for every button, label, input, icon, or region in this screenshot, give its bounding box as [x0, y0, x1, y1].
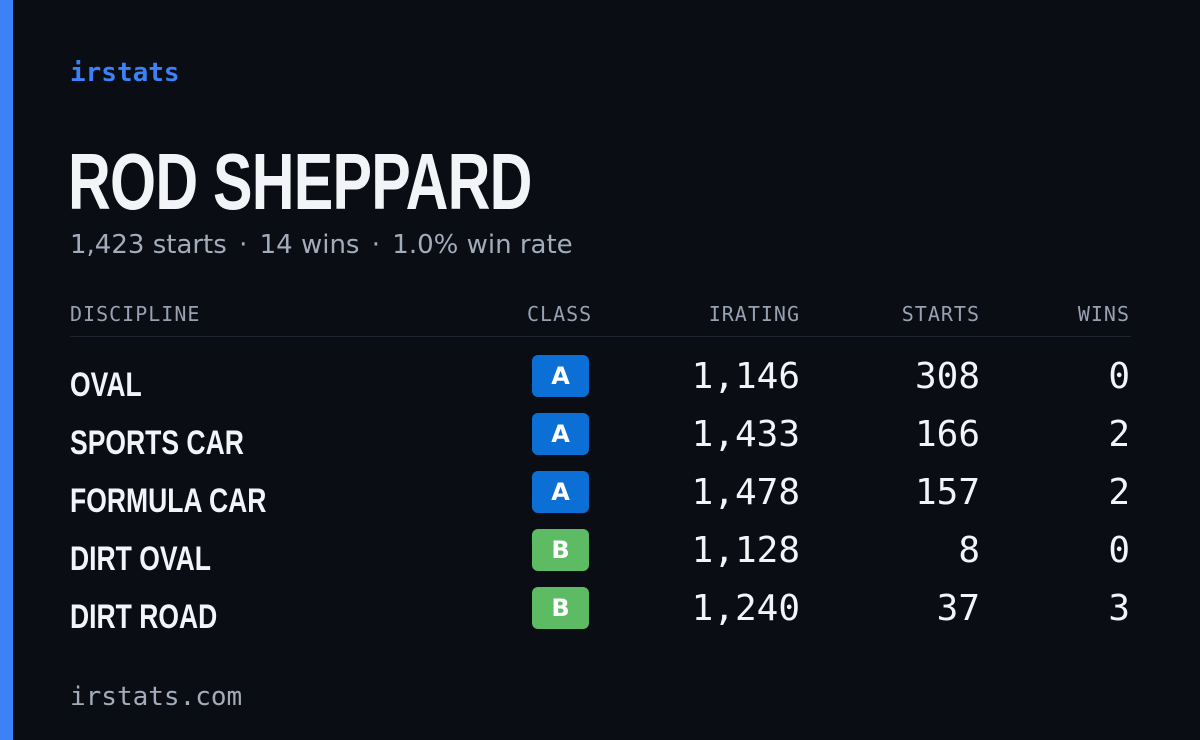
discipline-name: FORMULA CAR — [70, 482, 267, 520]
class-badge: A — [532, 355, 589, 397]
irating-value: 1,146 — [691, 356, 800, 397]
starts-value: 37 — [936, 588, 980, 629]
starts-value: 8 — [958, 530, 980, 571]
wins-value: 0 — [1108, 530, 1130, 571]
column-header-class: CLASS — [527, 302, 593, 326]
driver-name: ROD SHEPPARD — [68, 137, 532, 226]
brand-label: irstats — [70, 58, 180, 88]
table-row: DIRT ROAD B 1,240 37 3 — [70, 585, 1131, 643]
table-header: DISCIPLINE CLASS IRATING STARTS WINS — [70, 296, 1131, 337]
wins-value: 3 — [1108, 588, 1130, 629]
column-header-discipline: DISCIPLINE — [70, 302, 201, 326]
column-header-irating: IRATING — [708, 302, 800, 326]
column-header-wins: WINS — [1077, 302, 1130, 326]
discipline-table: DISCIPLINE CLASS IRATING STARTS WINS OVA… — [70, 296, 1131, 636]
wins-value: 2 — [1108, 414, 1130, 455]
table-row: FORMULA CAR A 1,478 157 2 — [70, 469, 1131, 527]
class-badge: B — [532, 587, 589, 629]
summary-separator: · — [239, 230, 248, 260]
wins-value: 2 — [1108, 472, 1130, 513]
table-row: OVAL A 1,146 308 0 — [70, 353, 1131, 411]
column-header-starts: STARTS — [901, 302, 980, 326]
table-body: OVAL A 1,146 308 0 SPORTS CAR A 1,433 16… — [70, 353, 1131, 643]
discipline-name: OVAL — [70, 366, 142, 404]
table-row: DIRT OVAL B 1,128 8 0 — [70, 527, 1131, 585]
summary-starts: 1,423 starts — [70, 230, 227, 260]
class-badge: A — [532, 471, 589, 513]
discipline-name: DIRT ROAD — [70, 598, 218, 636]
irating-value: 1,478 — [691, 472, 800, 513]
class-badge: A — [532, 413, 589, 455]
summary-wins: 14 wins — [259, 230, 360, 260]
accent-bar — [0, 0, 13, 740]
discipline-name: SPORTS CAR — [70, 424, 244, 462]
driver-summary: 1,423 starts · 14 wins · 1.0% win rate — [70, 228, 573, 262]
irating-value: 1,128 — [691, 530, 800, 571]
class-badge: B — [532, 529, 589, 571]
footer-domain: irstats.com — [70, 682, 243, 712]
irating-value: 1,240 — [691, 588, 800, 629]
starts-value: 308 — [914, 356, 980, 397]
irating-value: 1,433 — [691, 414, 800, 455]
discipline-name: DIRT OVAL — [70, 540, 211, 578]
table-row: SPORTS CAR A 1,433 166 2 — [70, 411, 1131, 469]
summary-win-rate: 1.0% win rate — [392, 230, 573, 260]
wins-value: 0 — [1108, 356, 1130, 397]
starts-value: 166 — [914, 414, 980, 455]
starts-value: 157 — [914, 472, 980, 513]
summary-separator: · — [371, 230, 381, 260]
